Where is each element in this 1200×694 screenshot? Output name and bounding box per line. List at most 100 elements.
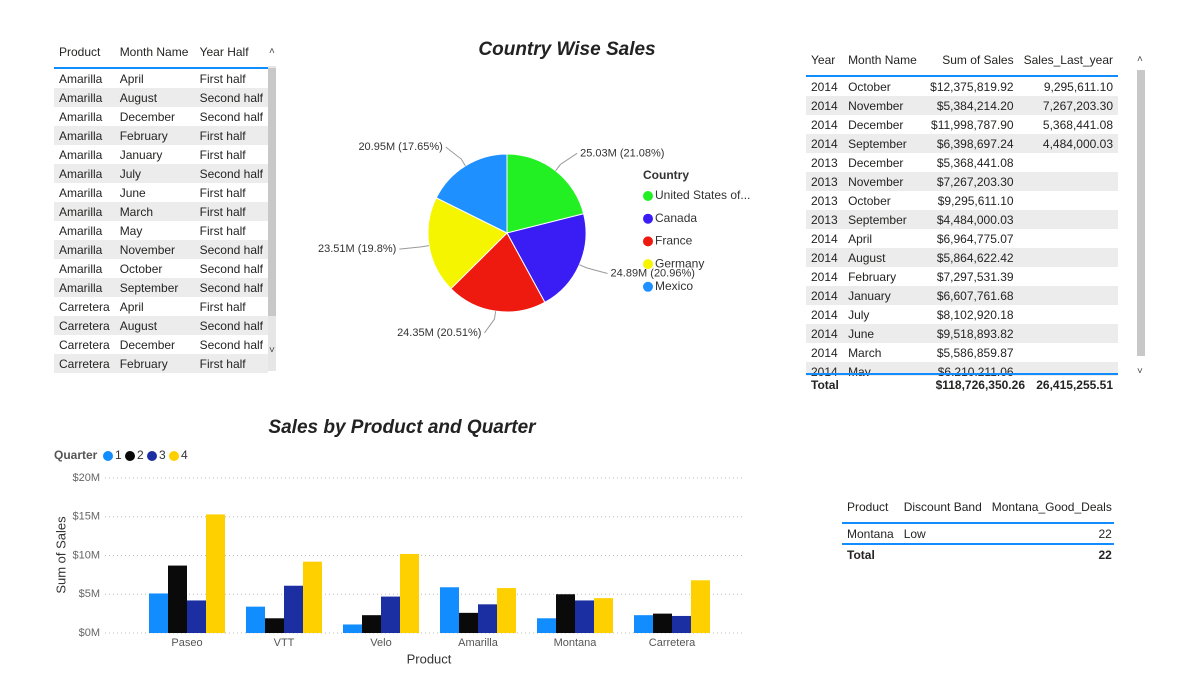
sales-table: Year Month Name Sum of Sales Sales_Last_yea…: [806, 45, 1118, 376]
table-cell: October: [848, 79, 891, 94]
table-cell: 22: [1098, 526, 1112, 541]
scroll-down[interactable]: ˅: [269, 345, 275, 356]
data-label: 24.35M (20.51%): [397, 327, 481, 339]
table-cell: [1019, 305, 1118, 324]
table-row: 2014 February $7,297,531.39: [806, 267, 1118, 286]
y-tick-label: $10M: [72, 549, 100, 561]
table-cell: $6,398,697.24: [922, 134, 1019, 153]
table-cell: Amarilla: [59, 261, 103, 276]
table-cell: 2013: [811, 193, 838, 208]
table-cell: Amarilla: [59, 109, 103, 124]
scrollbar[interactable]: [268, 66, 276, 371]
bar: [206, 514, 225, 633]
table-cell: Second half: [194, 88, 268, 107]
table-cell: Amarilla: [54, 88, 115, 107]
table-cell: [1019, 343, 1118, 362]
column-header[interactable]: Month Name: [843, 45, 923, 77]
table-cell: [1019, 229, 1118, 248]
table-cell: August: [114, 316, 195, 335]
legend-marker: [643, 213, 653, 224]
table-cell: February: [114, 126, 195, 145]
column-header[interactable]: Sum of Sales: [922, 45, 1019, 77]
header-row: Year Month Name Sum of Sales Sales_Last_yea…: [806, 45, 1118, 77]
table-row: Amarilla June First half: [54, 183, 268, 202]
table-cell: July: [114, 164, 195, 183]
column-header[interactable]: Montana_Good_Deals: [986, 492, 1114, 524]
table-cell: November: [843, 172, 923, 191]
table-cell: $7,267,203.30: [922, 172, 1019, 191]
legend-label[interactable]: 4: [181, 448, 188, 462]
bar: [497, 588, 516, 633]
legend-marker: [643, 236, 653, 247]
chart-title: Sales by Product and Quarter: [268, 417, 537, 438]
table-cell: Amarilla: [54, 202, 115, 221]
column-header[interactable]: Month Name: [114, 37, 195, 69]
table-cell: First half: [194, 354, 268, 373]
table-row: Amarilla May First half: [54, 221, 268, 240]
legend-label[interactable]: France: [655, 234, 693, 248]
column-header[interactable]: Product: [842, 492, 899, 524]
table-cell: 2013: [806, 210, 844, 229]
bar: [575, 600, 594, 633]
scroll-down[interactable]: ˅: [1137, 366, 1143, 377]
bar: [691, 580, 710, 633]
legend-label[interactable]: Germany: [655, 256, 704, 270]
table-row: Montana Low 22: [842, 523, 1114, 544]
legend-title: Country: [643, 168, 689, 182]
table-cell: [1019, 267, 1118, 286]
table-cell: Second half: [199, 261, 263, 276]
table-cell: Amarilla: [54, 240, 115, 259]
pie-slice: [506, 213, 587, 304]
table-cell: August: [843, 248, 923, 267]
table-row: Amarilla October Second half: [54, 259, 268, 278]
scroll-up[interactable]: ˄: [269, 46, 275, 57]
bar: [265, 618, 284, 633]
legend-label[interactable]: Canada: [655, 211, 697, 225]
table-cell: January: [843, 286, 923, 305]
pie-slice: [506, 153, 585, 234]
legend-label[interactable]: 2: [137, 448, 144, 462]
legend-label[interactable]: 1: [115, 448, 122, 462]
table-row: 2014 October $12,375,819.92 9,295,611.10: [806, 76, 1118, 96]
table-cell: December: [848, 155, 904, 170]
table-cell: First half: [194, 202, 268, 221]
column-header[interactable]: Discount Band: [898, 492, 987, 524]
table-cell: 2014: [811, 117, 838, 132]
table-cell: $5,384,214.20: [922, 96, 1019, 115]
table-cell: August: [114, 88, 195, 107]
total-label: Total: [806, 373, 928, 394]
table-cell: $8,102,920.18: [936, 307, 1014, 322]
legend-label[interactable]: United States of...: [655, 188, 750, 202]
table-cell: $6,964,775.07: [936, 231, 1014, 246]
bar: [168, 565, 187, 633]
table-cell: 2014: [811, 79, 838, 94]
bar: [478, 604, 497, 633]
scroll-up[interactable]: ˄: [1137, 54, 1143, 65]
table-cell: First half: [199, 299, 246, 314]
x-tick-label: VTT: [274, 637, 295, 649]
x-tick-label: Velo: [370, 637, 391, 649]
y-tick-label: $0M: [79, 627, 100, 639]
table-row: 2014 April $6,964,775.07: [806, 229, 1118, 248]
product-table: Product Month Name Year Half Amarilla April F…: [54, 37, 268, 373]
table-cell: June: [843, 324, 923, 343]
bar: [149, 593, 168, 633]
table-cell: 2013: [811, 155, 838, 170]
table: Product Month Name Year Half Amarilla April F…: [54, 37, 268, 373]
legend-label[interactable]: Mexico: [655, 279, 693, 293]
table-cell: December: [119, 337, 176, 352]
table-cell: [1018, 210, 1118, 229]
table-cell: 5,368,441.08: [1042, 117, 1113, 132]
column-header[interactable]: Product: [54, 37, 115, 69]
table-cell: Amarilla: [54, 164, 115, 183]
column-header[interactable]: Year: [806, 45, 844, 77]
table-cell: May: [119, 223, 143, 238]
bar: [343, 624, 362, 633]
scrollbar[interactable]: [1137, 70, 1145, 356]
table-cell: $4,484,000.03: [922, 210, 1019, 229]
column-header[interactable]: Year Half: [194, 37, 268, 69]
column-header[interactable]: Sales_Last_year: [1018, 45, 1118, 77]
table-row: Amarilla December Second half: [54, 107, 268, 126]
legend-label[interactable]: 3: [159, 448, 166, 462]
table-cell: Amarilla: [59, 147, 103, 162]
